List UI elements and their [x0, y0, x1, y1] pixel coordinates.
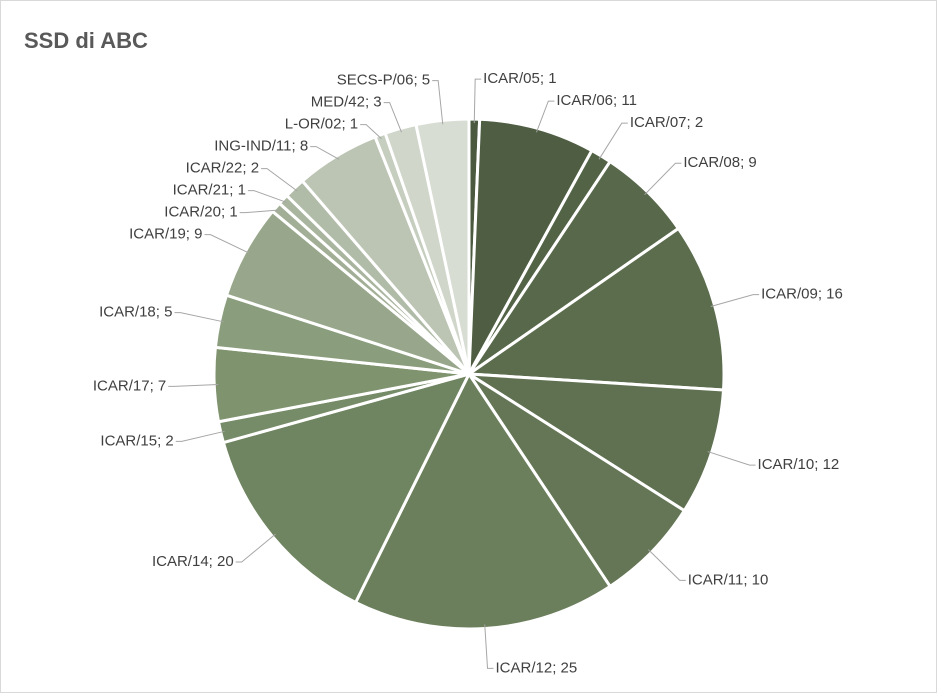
leader-line — [473, 78, 482, 124]
data-label: ING-IND/11; 8 — [214, 138, 308, 155]
data-label: ICAR/12; 25 — [496, 659, 578, 676]
leader-line — [239, 209, 280, 214]
leader-line — [168, 384, 219, 387]
data-label: ICAR/17; 7 — [93, 377, 166, 394]
data-label: ICAR/08; 9 — [683, 154, 756, 171]
data-label: ICAR/18; 5 — [99, 304, 172, 321]
data-label: ICAR/05; 1 — [483, 70, 556, 87]
leader-line — [247, 190, 287, 203]
data-label: ICAR/11; 10 — [688, 571, 769, 588]
data-label: ICAR/09; 16 — [761, 286, 843, 303]
data-label: L-OR/02; 1 — [285, 116, 358, 133]
leader-line — [383, 102, 402, 133]
data-label: MED/42; 3 — [311, 94, 382, 111]
leader-line — [710, 294, 760, 307]
data-label: ICAR/22; 2 — [186, 160, 259, 177]
data-label: ICAR/21; 1 — [173, 182, 246, 199]
leader-line — [310, 146, 340, 160]
data-label: ICAR/14; 20 — [152, 553, 234, 570]
leader-line — [536, 100, 555, 133]
leader-line — [261, 168, 298, 192]
chart-title: SSD di ABC — [24, 28, 148, 53]
leader-line — [360, 124, 382, 140]
leader-line — [647, 549, 686, 581]
data-label: SECS-P/06; 5 — [337, 72, 430, 89]
data-label: ICAR/06; 11 — [556, 92, 637, 109]
data-label: ICAR/15; 2 — [100, 432, 173, 449]
leader-line — [204, 234, 250, 254]
data-label: ICAR/19; 9 — [129, 226, 202, 243]
data-label: ICAR/20; 1 — [164, 204, 237, 221]
leader-line — [175, 430, 225, 442]
leader-line — [707, 451, 756, 466]
leader-line — [484, 624, 494, 669]
leader-line — [235, 533, 276, 563]
leader-line — [644, 162, 682, 196]
leader-line — [598, 122, 628, 160]
data-label: ICAR/07; 2 — [630, 114, 703, 131]
leader-line — [174, 312, 224, 323]
data-label: ICAR/10; 12 — [758, 456, 840, 473]
leader-line — [432, 80, 444, 125]
